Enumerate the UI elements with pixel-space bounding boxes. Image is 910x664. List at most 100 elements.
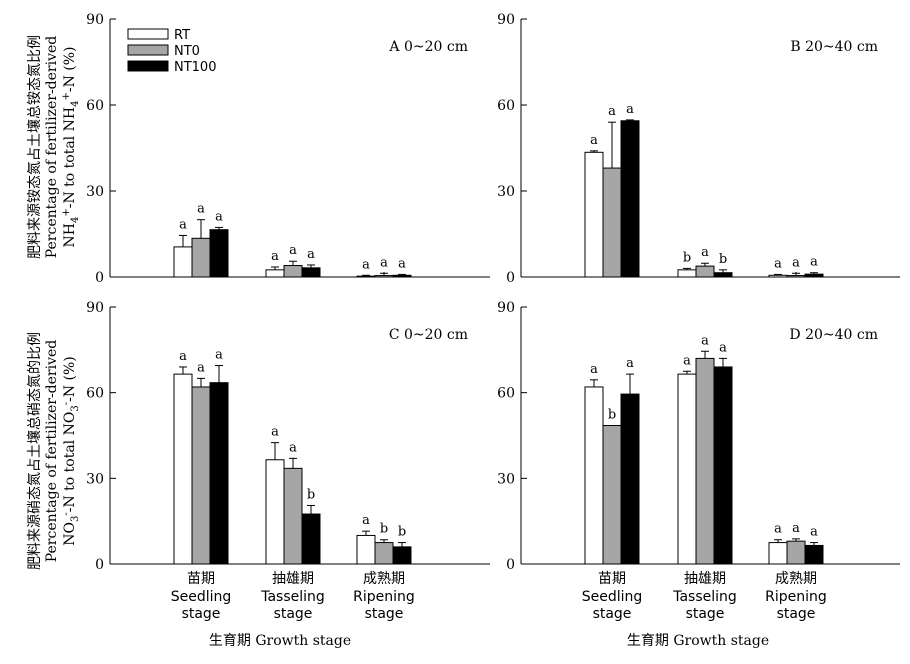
bar-RT-2 (768, 542, 788, 565)
y-tick-label: 60 (497, 386, 515, 402)
significance-letter: a (362, 513, 370, 528)
significance-letter: a (810, 255, 818, 270)
bar-NT0-1 (283, 265, 303, 278)
bar-NT100-2 (804, 273, 824, 278)
bar-NT0-0 (191, 237, 211, 278)
category-label-en1: Tasseling (260, 589, 325, 605)
significance-letter: a (215, 348, 223, 363)
bottom-ylabel-line2: Percentage of fertilizer-derived (44, 340, 60, 563)
y-tick-label: 30 (497, 471, 515, 487)
bar-NT100-1 (301, 513, 321, 565)
top-ylabel: 肥料来源铵态氮占土壤总铵态氮比例 Percentage of fertilize… (26, 35, 81, 259)
y-tick-label: 30 (86, 184, 104, 200)
bar-RT-1 (265, 459, 285, 565)
bar-RT-1 (677, 373, 697, 565)
top-ylabel-line1: 肥料来源铵态氮占土壤总铵态氮比例 (26, 35, 43, 259)
bar-NT100-0 (209, 229, 229, 278)
y-tick-label: 0 (506, 557, 515, 573)
panel-title: D 20~40 cm (789, 327, 878, 343)
significance-letter: a (289, 243, 297, 258)
top-ylabel-line3: NH4+-N to total NH4+-N (%) (61, 46, 81, 247)
y-tick-label: 60 (86, 98, 104, 114)
bar-RT-0 (173, 373, 193, 565)
bar-NT100-1 (301, 267, 321, 278)
legend-label-RT: RT (174, 28, 190, 43)
significance-letter: b (683, 250, 691, 265)
legend-swatch-NT0 (127, 44, 169, 56)
y-tick-label: 0 (95, 270, 104, 286)
category-label-cn: 苗期 (187, 571, 215, 587)
significance-letter: a (719, 340, 727, 355)
y-tick-label: 90 (497, 300, 515, 316)
bar-NT0-0 (602, 167, 622, 278)
significance-letter: a (683, 353, 691, 368)
legend-label-NT0: NT0 (174, 44, 200, 59)
bar-NT100-2 (392, 274, 412, 278)
y-tick-label: 0 (506, 270, 515, 286)
significance-letter: b (719, 252, 727, 267)
significance-letter: b (380, 522, 388, 537)
significance-letter: a (774, 522, 782, 537)
y-tick-label: 90 (86, 12, 104, 28)
bar-NT100-2 (392, 546, 412, 565)
significance-letter: a (398, 256, 406, 271)
bar-NT100-1 (713, 272, 733, 278)
legend-label-NT100: NT100 (174, 60, 216, 75)
significance-letter: a (626, 102, 634, 117)
bar-RT-0 (584, 386, 604, 565)
bar-NT0-0 (602, 425, 622, 565)
category-label-en2: stage (274, 606, 313, 622)
bar-NT0-2 (374, 542, 394, 565)
top-ylabel-line2: Percentage of fertilizer-derived (44, 36, 60, 259)
category-label-en2: stage (365, 606, 404, 622)
y-tick-label: 30 (86, 471, 104, 487)
significance-letter: a (197, 202, 205, 217)
bar-RT-2 (356, 275, 376, 278)
xlabel-right: 生育期 Growth stage (627, 633, 769, 649)
significance-letter: a (792, 521, 800, 536)
bar-NT0-1 (695, 265, 715, 278)
y-tick-label: 60 (497, 98, 515, 114)
significance-letter: a (197, 360, 205, 375)
category-label-en2: stage (593, 606, 632, 622)
significance-letter: a (362, 257, 370, 272)
significance-letter: a (792, 255, 800, 270)
y-tick-label: 60 (86, 386, 104, 402)
bottom-ylabel-line3: NO3--N to total NO3--N (%) (61, 356, 81, 546)
bar-RT-1 (677, 269, 697, 278)
category-label-en2: stage (182, 606, 221, 622)
category-label-en2: stage (777, 606, 816, 622)
category-label-cn: 成熟期 (775, 571, 817, 587)
significance-letter: a (179, 349, 187, 364)
bar-RT-1 (265, 269, 285, 278)
significance-letter: a (179, 217, 187, 232)
bar-NT0-0 (191, 386, 211, 565)
category-label-cn: 成熟期 (363, 571, 405, 587)
significance-letter: b (398, 525, 406, 540)
significance-letter: a (810, 525, 818, 540)
significance-letter: a (590, 133, 598, 148)
significance-letter: a (701, 333, 709, 348)
y-tick-label: 90 (497, 12, 515, 28)
bar-NT100-0 (620, 393, 640, 565)
significance-letter: a (271, 425, 279, 440)
significance-letter: a (590, 362, 598, 377)
category-label-en1: Tasseling (672, 589, 737, 605)
legend-swatch-NT100 (127, 60, 169, 72)
panel-title: A 0~20 cm (388, 39, 468, 55)
category-label-en1: Ripening (353, 589, 415, 605)
category-label-cn: 抽雄期 (684, 571, 726, 587)
significance-letter: a (380, 255, 388, 270)
category-label-en2: stage (686, 606, 725, 622)
bar-NT100-0 (209, 382, 229, 565)
xlabel-left: 生育期 Growth stage (209, 633, 351, 649)
category-label-en1: Ripening (765, 589, 827, 605)
bar-RT-2 (356, 534, 376, 565)
bar-NT100-0 (620, 120, 640, 278)
category-label-cn: 苗期 (598, 571, 626, 587)
bar-NT0-2 (374, 275, 394, 278)
